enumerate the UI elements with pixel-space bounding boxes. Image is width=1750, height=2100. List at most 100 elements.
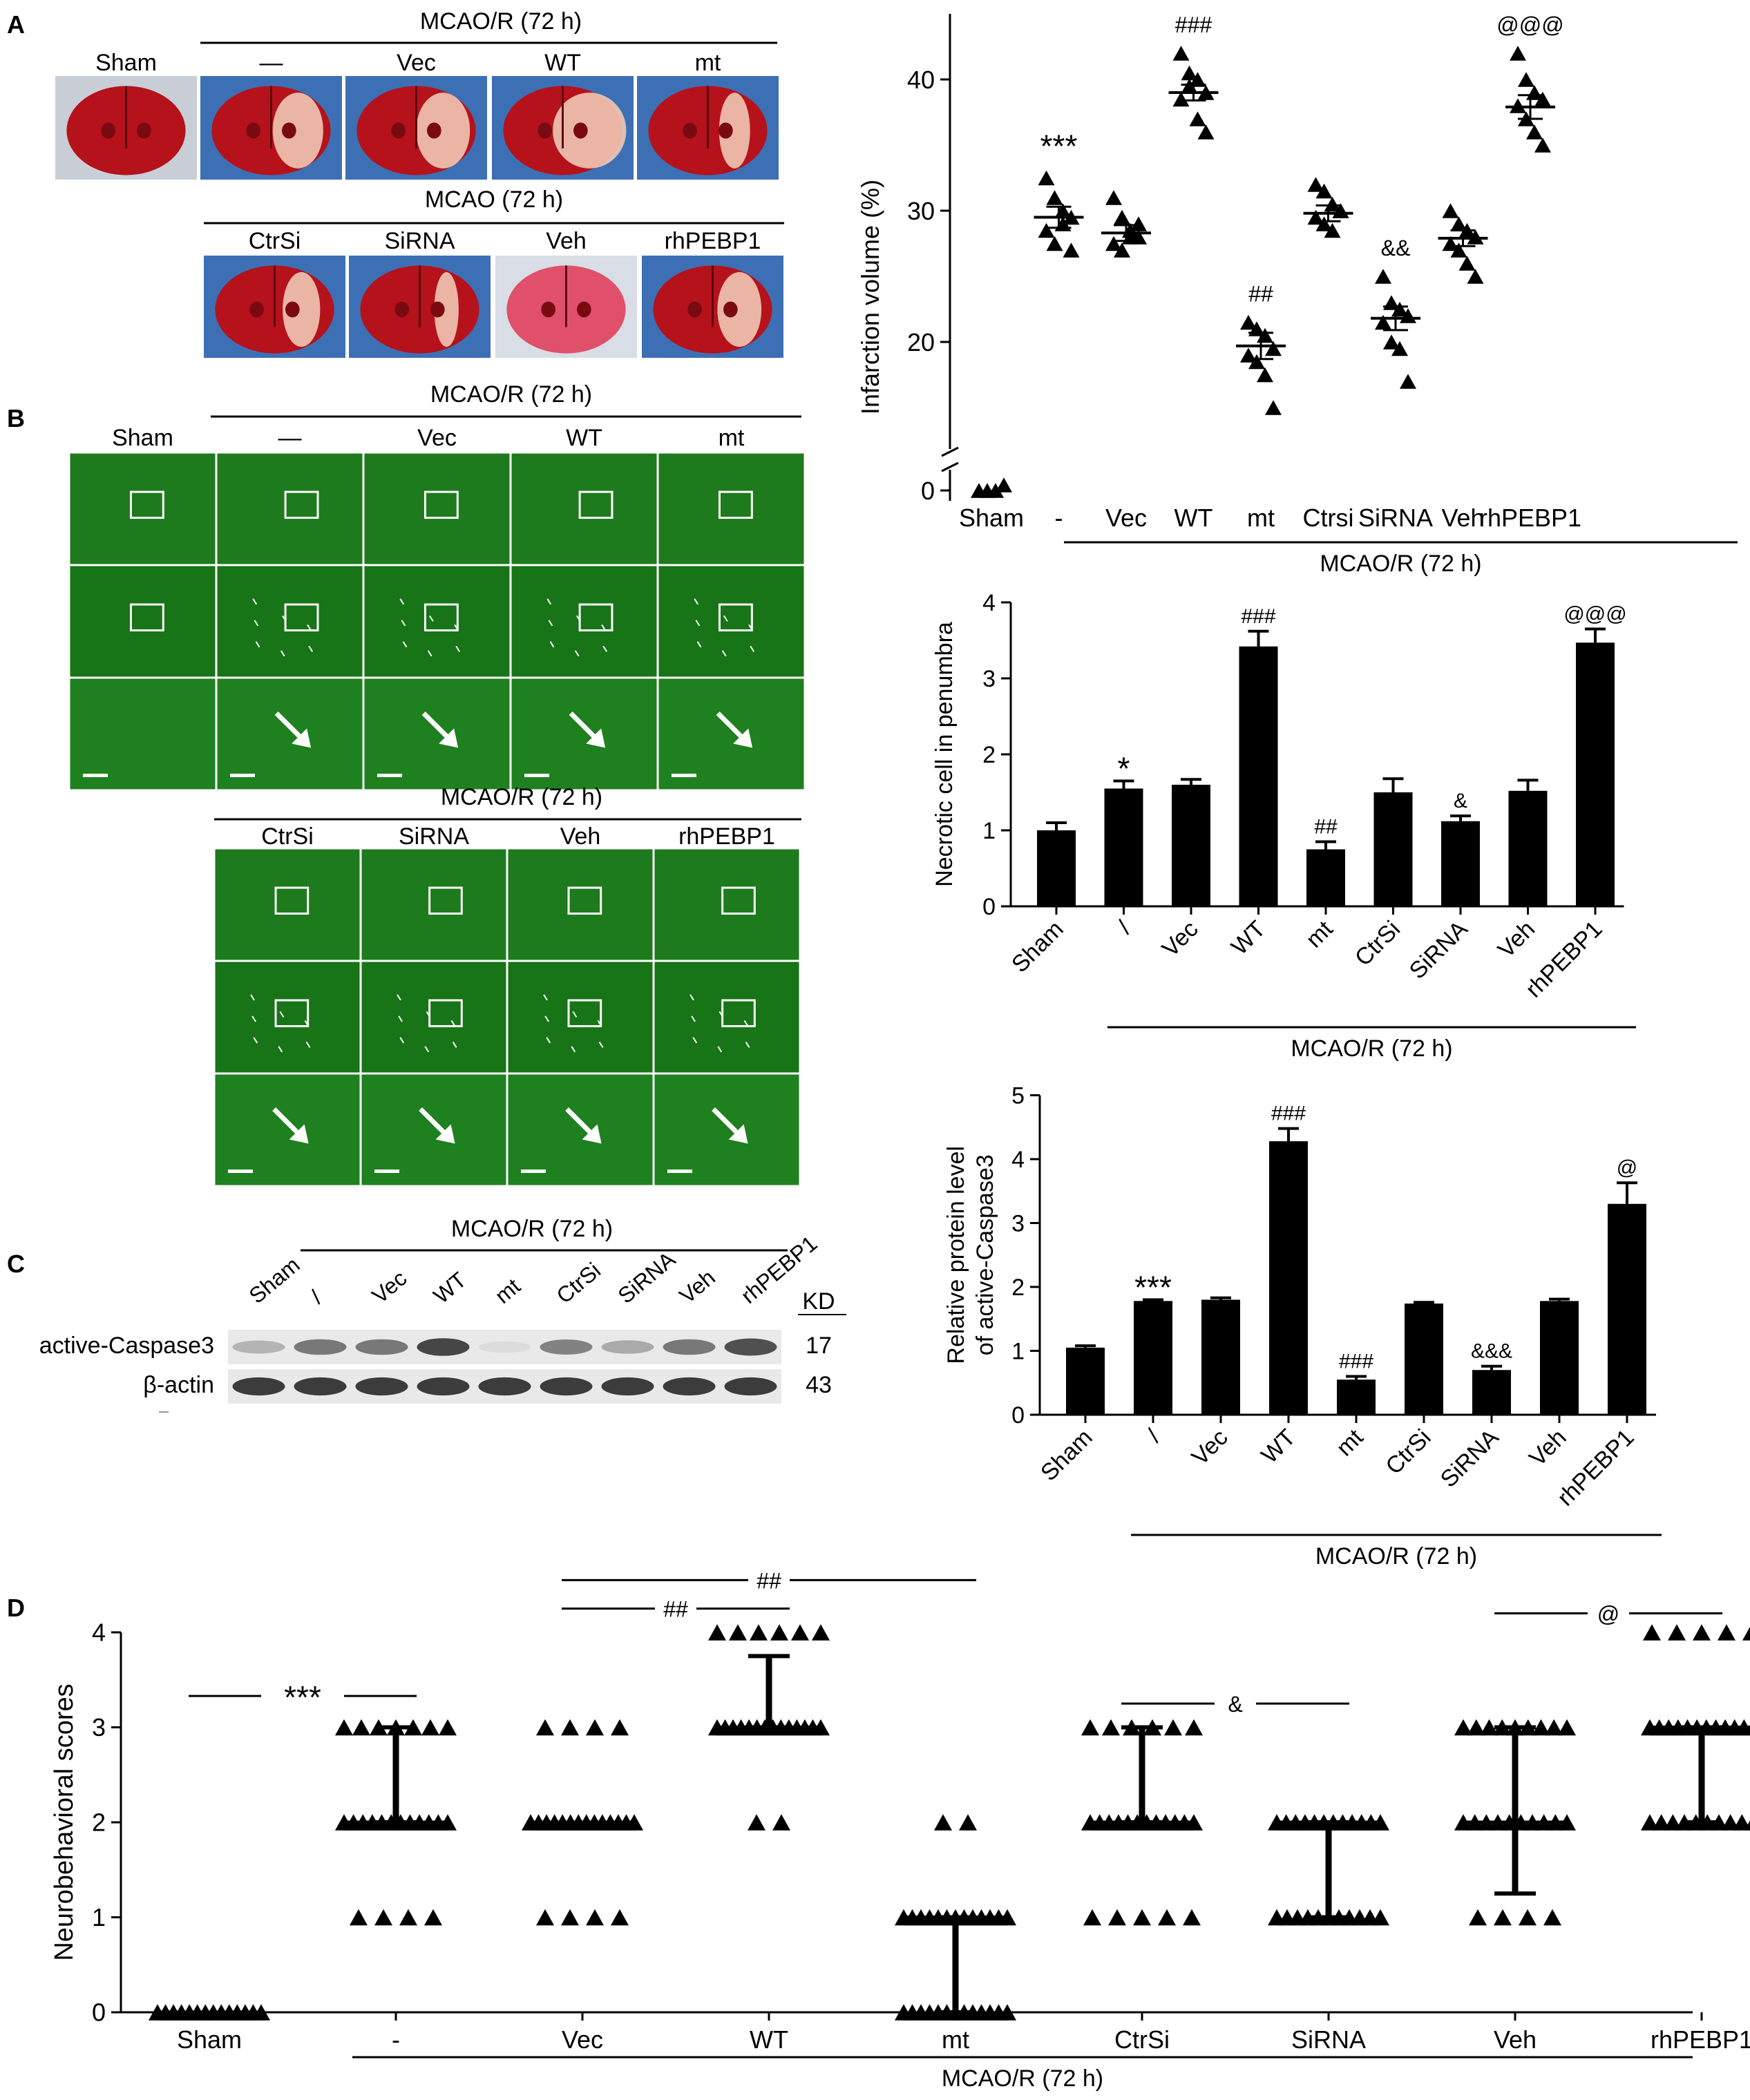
micrograph-rhpebp1-row2: [652, 960, 801, 1075]
micrograph-sham-row1: [68, 451, 218, 566]
bar-rhpebp1: [1576, 642, 1615, 906]
data-point-rhpebp1-score2: [1733, 1814, 1750, 1831]
ventricle-left: [541, 301, 556, 318]
micrograph-vec-row3: [362, 676, 512, 792]
y-tick-label-5: 5: [1011, 1082, 1025, 1109]
data-point-veh-score3: [1545, 1719, 1563, 1736]
inset-box: [129, 490, 164, 519]
bar-wt: [1239, 646, 1278, 906]
cell-marker: [546, 1037, 551, 1044]
band-1-sirna: [601, 1340, 654, 1354]
data-point-veh: [1442, 203, 1459, 218]
data-point-ctrsi-score1: [1183, 1909, 1201, 1926]
data-point-ctrsi: [1324, 222, 1341, 238]
x-tick-label-sham: Sham: [177, 2025, 242, 2054]
axis-break-1: [941, 446, 959, 457]
bar-sirna: [1472, 1370, 1511, 1415]
inset-box: [284, 490, 319, 519]
data-point-rhpebp1-score4: [1668, 1624, 1686, 1641]
y-tick-label-2: 2: [982, 742, 996, 768]
micrograph-frame: [362, 676, 512, 792]
bar-sham: [1037, 830, 1076, 906]
data-point-rhpebp1-score4: [1742, 1626, 1750, 1641]
data-point-veh: [1442, 236, 1459, 251]
ventricle-left: [391, 122, 406, 139]
micrograph-dash-row1: [215, 451, 365, 566]
data-point-sirna: [1400, 374, 1416, 389]
cell-marker: [689, 994, 694, 1001]
panel-labels: A B C D: [7, 10, 25, 1622]
y-axis-title: Neurobehavioral scores: [50, 1683, 79, 1960]
micrograph-frame: [652, 847, 801, 962]
y-tick-label-40: 40: [907, 66, 935, 94]
micrograph-rhpebp1-row1: [652, 847, 801, 962]
bar-vec: [1172, 785, 1210, 906]
data-point-veh: [1450, 216, 1467, 231]
data-point-wt-score2: [748, 1814, 765, 1831]
panel-a-label-vec: Vec: [397, 50, 436, 76]
x-tick-label-wt: WT: [1256, 1424, 1300, 1469]
bar-veh: [1540, 1301, 1579, 1415]
arrow-head: [435, 1124, 455, 1144]
significance-rhpebp1: @: [1617, 1156, 1637, 1179]
a-photo-rhpebp1: [642, 256, 783, 358]
x-tick-label-sham: Sham: [1007, 916, 1069, 978]
data-point-ctrsi: [1315, 216, 1333, 231]
y-tick-label-3: 3: [1011, 1210, 1025, 1237]
x-tick-label-sirna: SiRNA: [1291, 2025, 1366, 2054]
blot-row-label-actin: β-actin: [143, 1372, 214, 1398]
comparison-label-2: ##: [757, 1568, 781, 1593]
inset-box: [284, 603, 319, 632]
panel-b-label-vec: Vec: [417, 425, 457, 451]
y-tick-label-3: 3: [982, 666, 996, 692]
cell-marker: [454, 624, 459, 631]
micrograph-veh-row2: [506, 960, 655, 1075]
cell-marker: [721, 650, 727, 657]
data-point-vec-score1: [586, 1909, 604, 1926]
micrograph-dash-row3: [215, 676, 365, 792]
data-point-wt: [1197, 124, 1215, 140]
panel-a-label-ctrsi: CtrSi: [249, 228, 301, 254]
inset-box: [578, 490, 614, 519]
significance-dash: ***: [1134, 1270, 1172, 1306]
scale-bar: [667, 1170, 692, 1173]
x-tick-label-dash: /: [1142, 1424, 1166, 1447]
data-point-mt-score2: [934, 1814, 952, 1831]
data-point-wt: [1172, 91, 1190, 107]
inset-box: [721, 999, 756, 1028]
data-point-veh-score3: [1532, 1719, 1550, 1736]
data-point-rhpebp1-score2: [1744, 1820, 1750, 1831]
cell-marker: [549, 641, 555, 648]
x-tick-label-dash: -: [392, 2025, 400, 2054]
data-point-dash-score1: [399, 1909, 417, 1926]
x-tick-label-dash: /: [1113, 915, 1136, 939]
scale-bar: [524, 774, 549, 777]
x-tick-label-ctrsi: Ctrsi: [1303, 504, 1354, 532]
scale-bar: [83, 774, 108, 777]
cell-marker: [427, 650, 432, 657]
micrograph-frame: [652, 960, 801, 1075]
y-tick-label-20: 20: [907, 328, 935, 356]
x-tick-label-sirna: SiRNA: [1358, 504, 1433, 532]
cell-marker: [544, 1015, 549, 1022]
data-point-dash: [1046, 236, 1063, 251]
cell-marker: [576, 615, 581, 622]
micrograph-mt-row3: [656, 676, 806, 792]
cell-marker: [571, 1046, 576, 1053]
data-point-rhpebp1-score3: [1744, 1725, 1750, 1736]
inset-box: [718, 603, 753, 632]
data-point-rhpebp1-score4: [1718, 1624, 1735, 1641]
panel-b-label-rhpebp1: rhPEBP1: [678, 823, 775, 850]
micrograph-frame: [215, 676, 365, 792]
cell-marker: [251, 1015, 256, 1022]
x-tick-label-sirna: SiRNA: [1436, 1424, 1504, 1493]
data-point-wt-score4: [791, 1624, 809, 1641]
band-2-sham: [232, 1377, 285, 1396]
panel-b-bottom-bracket-label: MCAO/R (72 h): [441, 784, 602, 810]
infarct-region: [283, 271, 321, 347]
inset-box: [567, 999, 602, 1028]
panel-b-label-wt: WT: [566, 425, 602, 451]
x-tick-label-rhpebp1: rhPEBP1: [1479, 504, 1581, 532]
lane-label-vec: Vec: [368, 1266, 412, 1308]
ventricle-right: [426, 122, 441, 139]
